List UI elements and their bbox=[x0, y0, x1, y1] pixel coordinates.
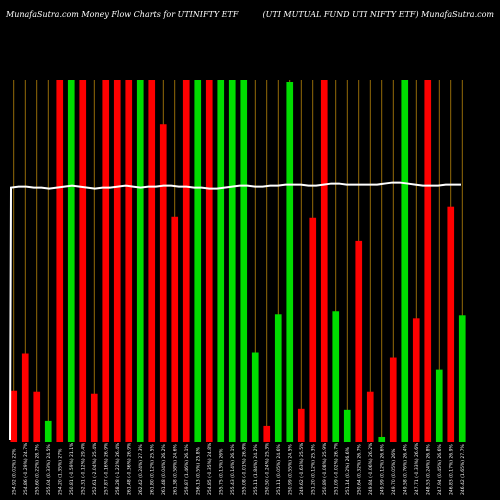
x-tick-label: 249.84 (-0.06%) 26.2% bbox=[368, 442, 374, 495]
x-tick-label: 248.53 (0.24%) 26.8% bbox=[425, 444, 431, 495]
bar-9 bbox=[113, 80, 121, 442]
bar-27 bbox=[320, 80, 328, 442]
bar-39 bbox=[458, 315, 466, 442]
bar-25 bbox=[297, 408, 305, 442]
bar-1 bbox=[21, 353, 29, 442]
bar-18 bbox=[217, 80, 225, 442]
x-tick-label: 259.87 (1.46%) 26.1% bbox=[184, 444, 190, 495]
x-tick-label: 254.20 (1.35%) 27% bbox=[57, 448, 63, 495]
bar-15 bbox=[182, 80, 190, 442]
trend-line bbox=[9, 181, 461, 441]
bar-33 bbox=[389, 357, 397, 442]
x-tick-label: 252.31 (-0.12%) 29.4% bbox=[80, 442, 86, 495]
bar-6 bbox=[79, 80, 87, 442]
bar-20 bbox=[240, 80, 248, 442]
bar-34 bbox=[401, 80, 409, 442]
x-tick-label: 261.48 (-0.36%) 26.9% bbox=[126, 442, 132, 495]
bar-24 bbox=[286, 82, 294, 442]
x-tick-label: 258.28 (-1.22%) 26.4% bbox=[115, 442, 121, 495]
bar-8 bbox=[102, 80, 110, 442]
x-tick-label: 247.94 (0.45%) 26.6% bbox=[437, 444, 443, 495]
bar-36 bbox=[424, 80, 432, 442]
bar-0 bbox=[10, 390, 18, 442]
bar-7 bbox=[90, 393, 98, 442]
bar-3 bbox=[44, 420, 52, 442]
bar-5 bbox=[67, 80, 75, 442]
x-tick-label: 247.71 (-0.33%) 26.6% bbox=[414, 442, 420, 495]
x-tick-label: 252.61 (-2.04%) 25.4% bbox=[92, 442, 98, 495]
x-tick-label: 251.20 (0.12%) 25.3% bbox=[310, 444, 316, 495]
bar-28 bbox=[332, 311, 340, 442]
bar-26 bbox=[309, 217, 317, 442]
x-tick-label: 254.86 (-0.29%) 24.7% bbox=[23, 442, 29, 495]
bar-14 bbox=[171, 216, 179, 442]
bar-2 bbox=[33, 391, 41, 442]
bar-29 bbox=[343, 409, 351, 442]
bar-10 bbox=[125, 80, 133, 442]
bar-32 bbox=[378, 436, 386, 442]
bar-31 bbox=[366, 391, 374, 442]
x-tick-label: 261.38 (0.58%) 24.6% bbox=[172, 444, 178, 495]
bar-23 bbox=[274, 314, 282, 442]
bar-35 bbox=[412, 318, 420, 442]
x-axis-labels: 254.92 (0.02%) 22% 254.86 (-0.29%) 24.7% 2… bbox=[11, 442, 466, 495]
bar-21 bbox=[251, 352, 259, 442]
x-tick-label: 251.14 (0.2%) 26.6% bbox=[345, 446, 351, 495]
x-tick-label: 250.81 (-0.59%) 21.1% bbox=[69, 442, 75, 495]
x-tick-label: 261.48 (0.04%) 26.2% bbox=[161, 444, 167, 495]
bar-series bbox=[10, 80, 466, 443]
x-tick-label: 255.11 (1.84%) 24.2% bbox=[253, 444, 259, 495]
x-tick-label: 255.60 (0.22%) 28.7% bbox=[34, 444, 40, 495]
bar-16 bbox=[194, 80, 202, 442]
bar-11 bbox=[136, 80, 144, 442]
x-tick-label: 251.09 (-0.02%) 26.7% bbox=[333, 442, 339, 495]
chart-title-left: MunafaSutra.com Money Flow Charts for UT… bbox=[5, 10, 239, 19]
x-tick-label: 250.50 (-0.24%) 25.3% bbox=[264, 442, 270, 495]
x-tick-label: 250.99 (0.55%) 24.5% bbox=[287, 444, 293, 495]
x-tick-label: 255.43 (0.14%) 26.1% bbox=[230, 444, 236, 495]
bar-30 bbox=[355, 240, 363, 442]
chart-title-right: (UTI MUTUAL FUND UTI NIFTY ETF) MunafaSu… bbox=[263, 10, 495, 19]
x-tick-label: 255.04 (0.33%) 24.5% bbox=[46, 444, 52, 495]
bar-38 bbox=[447, 206, 455, 442]
bar-22 bbox=[263, 425, 271, 442]
bar-17 bbox=[205, 80, 213, 442]
x-tick-label: 249.58 (0.76%) 26.4% bbox=[402, 444, 408, 495]
bar-37 bbox=[435, 369, 443, 442]
x-tick-label: 261.80 (0.12%) 25.5% bbox=[149, 444, 155, 495]
bar-13 bbox=[159, 124, 167, 443]
x-tick-label: 250.89 (-0.08%) 25.9% bbox=[322, 442, 328, 495]
x-tick-label: 257.87 (-0.16%) 26.9% bbox=[103, 442, 109, 495]
x-tick-label: 262.42 (0.24%) 27.3% bbox=[138, 444, 144, 495]
x-tick-label: 249.70 (0.05%) 26% bbox=[391, 448, 397, 495]
x-tick-label: 254.92 (0.02%) 22% bbox=[11, 448, 17, 495]
x-tick-label: 256.13 (0.5%) 25.8% bbox=[195, 446, 201, 495]
x-tick-label: 255.75 (0.13%) 26% bbox=[218, 448, 224, 495]
x-tick-label: 246.83 (0.17%) 26.9% bbox=[448, 444, 454, 495]
bar-19 bbox=[228, 80, 236, 442]
x-tick-label: 246.42 (1.65%) 27.7% bbox=[460, 444, 466, 495]
bar-12 bbox=[148, 80, 156, 442]
x-tick-label: 250.64 (0.32%) 26.7% bbox=[356, 444, 362, 495]
x-tick-label: 254.85 (-0.35%) 24.8% bbox=[207, 442, 213, 495]
bar-4 bbox=[56, 80, 64, 442]
x-tick-label: 251.11 (0.05%) 24.6% bbox=[276, 444, 282, 495]
x-tick-label: 255.08 (-0.01%) 26.8% bbox=[241, 442, 247, 495]
x-tick-label: 249.99 (0.12%) 26.6% bbox=[379, 444, 385, 495]
x-tick-label: 249.62 (-0.63%) 25.5% bbox=[299, 442, 305, 495]
